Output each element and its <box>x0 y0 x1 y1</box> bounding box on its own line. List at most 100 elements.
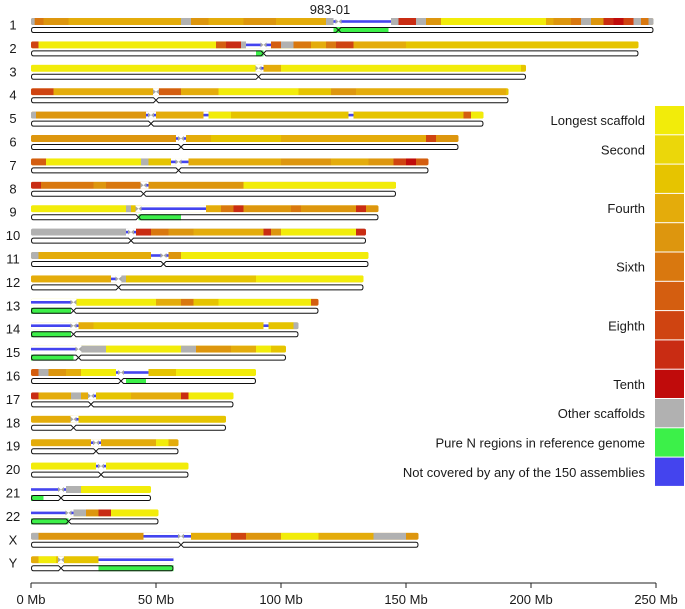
scaffold-segment <box>38 41 216 49</box>
chromosome-5: 5 <box>9 111 484 127</box>
scaffold-segment <box>613 18 624 25</box>
centromere-mark <box>96 440 99 446</box>
scaffold-segment <box>76 298 156 306</box>
chromosome-label: 2 <box>9 41 16 56</box>
scaffold-segment <box>158 88 181 96</box>
scaffold-segment <box>293 322 299 330</box>
scaffold-segment <box>623 18 634 25</box>
scaffold-segment <box>131 392 181 400</box>
scaffold-segment <box>181 345 196 353</box>
scaffold-track <box>31 228 366 236</box>
centromere-mark <box>178 136 181 141</box>
x-tick-label: 200 Mb <box>509 592 552 607</box>
scaffold-segment <box>231 532 246 540</box>
chromosome-label: X <box>9 532 18 547</box>
scaffold-segment <box>31 158 46 166</box>
chromosome-label: 5 <box>9 111 16 126</box>
scaffold-segment <box>176 369 256 376</box>
legend-label: Eighth <box>608 318 645 333</box>
scaffold-track <box>31 252 369 259</box>
legend-swatch <box>655 164 684 193</box>
scaffold-segment <box>263 228 271 236</box>
scaffold-segment <box>226 41 241 49</box>
centromere-mark <box>151 112 154 118</box>
n-region <box>138 214 181 221</box>
scaffold-segment <box>36 111 146 119</box>
centromere-mark <box>135 206 139 212</box>
legend-swatch <box>655 193 684 223</box>
scaffold-segment <box>181 392 189 400</box>
chromosome-15: 15 <box>6 345 287 361</box>
scaffold-segment <box>168 228 194 236</box>
uncovered-segment <box>31 511 74 515</box>
chromosome-label: 17 <box>6 392 20 407</box>
legend-swatch <box>655 252 684 281</box>
scaffold-segment <box>41 181 94 189</box>
centromere-mark <box>258 65 262 71</box>
scaffold-segment <box>106 462 189 470</box>
scaffold-segment <box>426 18 441 25</box>
scaffold-segment <box>46 158 141 166</box>
chromosome-21: 21 <box>6 486 152 501</box>
chromosome-label: 6 <box>9 135 16 150</box>
reference-chromosome-outline <box>30 401 234 408</box>
centromere-mark <box>73 299 77 305</box>
scaffold-segment <box>106 345 181 353</box>
reference-chromosome-outline <box>30 541 419 548</box>
scaffold-segment <box>31 64 261 72</box>
scaffold-segment <box>78 415 226 423</box>
reference-chromosome-outline <box>30 73 527 80</box>
centromere-mark <box>73 323 77 329</box>
legend-label: Tenth <box>613 377 645 392</box>
scaffold-segment <box>188 158 281 166</box>
uncovered-segment <box>246 43 271 47</box>
scaffold-segment <box>436 135 459 142</box>
legend-label: Pure N regions in reference genome <box>435 435 645 450</box>
centromere-mark <box>138 206 142 212</box>
legend-label: Sixth <box>616 260 645 275</box>
scaffold-segment <box>81 345 106 353</box>
x-axis: 0 Mb 50 Mb 100 Mb 150 Mb 200 Mb 250 Mb <box>17 582 678 607</box>
n-region <box>31 495 44 501</box>
scaffold-segment <box>391 18 399 25</box>
n-region <box>31 331 71 338</box>
chromosome-13: 13 <box>6 298 319 314</box>
scaffold-segment <box>393 158 406 166</box>
scaffold-segment <box>356 205 366 213</box>
uncovered-segment <box>263 324 269 327</box>
chromosome-8: 8 <box>9 181 397 197</box>
n-region <box>98 565 174 572</box>
uncovered-segment <box>348 113 354 117</box>
scaffold-track <box>31 439 179 447</box>
uncovered-segment <box>116 371 149 374</box>
chromosome-11: 11 <box>6 252 369 267</box>
scaffold-segment <box>68 18 181 25</box>
scaffold-segment <box>31 18 35 25</box>
scaffold-segment <box>318 532 374 540</box>
centromere-mark <box>93 440 96 446</box>
scaffold-segment <box>268 322 294 330</box>
scaffold-segment <box>216 41 226 49</box>
chromosome-20: 20 <box>6 462 189 478</box>
scaffold-segment <box>233 205 244 213</box>
scaffold-segment <box>243 18 276 25</box>
scaffold-segment <box>373 532 406 540</box>
uncovered-segment <box>151 254 169 257</box>
centromere-mark <box>148 112 151 118</box>
scaffold-segment <box>181 298 194 306</box>
n-region <box>333 27 389 33</box>
scaffold-segment <box>271 345 286 353</box>
scaffold-segment <box>156 439 169 447</box>
chromosome-Y: Y <box>9 556 174 572</box>
scaffold-track <box>31 181 396 189</box>
scaffold-segment <box>553 18 571 25</box>
scaffold-segment <box>298 88 331 96</box>
uncovered-segment <box>143 535 191 538</box>
reference-chromosome-outline <box>30 307 319 314</box>
scaffold-segment <box>31 252 39 259</box>
chromosome-label: 11 <box>6 252 20 267</box>
scaffold-segment <box>256 345 271 353</box>
scaffold-segment <box>426 135 436 142</box>
scaffold-segment <box>326 41 336 49</box>
scaffold-segment <box>368 158 394 166</box>
